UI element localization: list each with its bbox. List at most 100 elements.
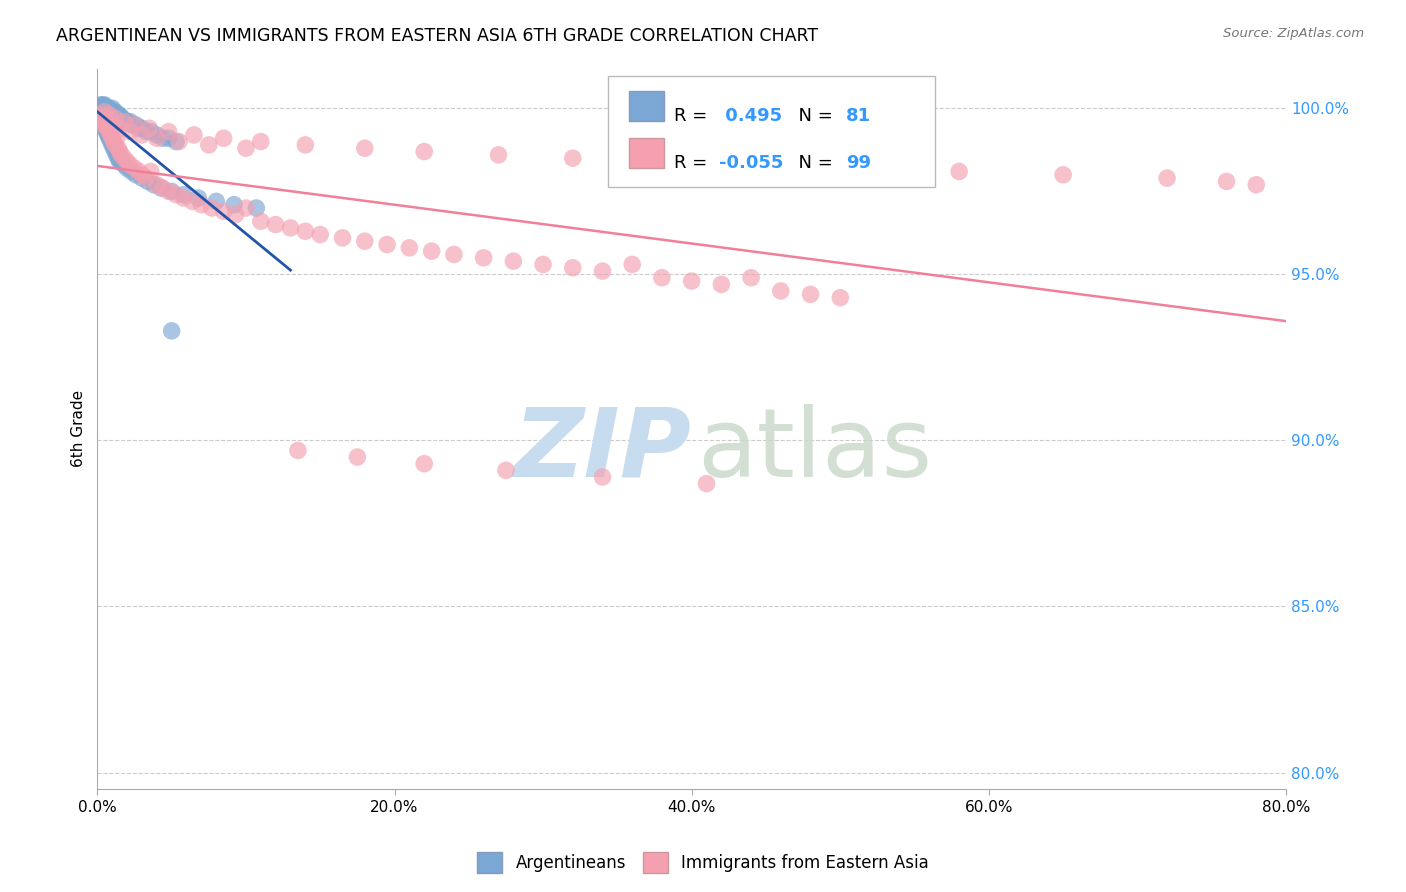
Point bbox=[118, 158, 141, 172]
Point bbox=[91, 101, 114, 115]
Point bbox=[1052, 168, 1074, 182]
Point bbox=[87, 108, 110, 122]
Point bbox=[146, 128, 169, 142]
Point bbox=[235, 141, 257, 155]
Point bbox=[124, 161, 146, 176]
Point bbox=[346, 450, 368, 464]
Point bbox=[100, 128, 122, 142]
Point bbox=[160, 324, 183, 338]
Point bbox=[101, 101, 124, 115]
Point bbox=[294, 224, 316, 238]
Point bbox=[105, 112, 128, 126]
Point bbox=[101, 137, 124, 152]
Point bbox=[160, 185, 183, 199]
Text: N =: N = bbox=[787, 107, 838, 126]
Point bbox=[353, 141, 375, 155]
Point bbox=[621, 257, 644, 271]
Point bbox=[197, 137, 219, 152]
Point bbox=[740, 270, 762, 285]
Point bbox=[225, 208, 247, 222]
Point bbox=[131, 128, 153, 142]
Point bbox=[131, 121, 153, 136]
Point bbox=[90, 104, 112, 119]
Point bbox=[165, 135, 187, 149]
Point bbox=[413, 457, 436, 471]
Point bbox=[94, 114, 117, 128]
Point bbox=[114, 114, 136, 128]
Point bbox=[131, 171, 153, 186]
Point bbox=[90, 101, 112, 115]
Point bbox=[94, 112, 117, 126]
Point bbox=[97, 104, 120, 119]
Point bbox=[249, 135, 271, 149]
Point bbox=[96, 108, 118, 122]
Point bbox=[90, 112, 112, 126]
Point bbox=[87, 104, 110, 119]
Point bbox=[157, 131, 180, 145]
Point bbox=[135, 171, 157, 186]
Point bbox=[135, 125, 157, 139]
Point bbox=[101, 131, 124, 145]
Point bbox=[472, 251, 495, 265]
Point bbox=[90, 114, 112, 128]
Point bbox=[97, 128, 120, 142]
Text: 0.495: 0.495 bbox=[718, 107, 782, 126]
Point bbox=[375, 237, 398, 252]
Text: N =: N = bbox=[787, 154, 838, 172]
Point bbox=[139, 125, 162, 139]
Point bbox=[108, 112, 131, 126]
Point bbox=[212, 204, 235, 219]
Point bbox=[108, 154, 131, 169]
Point bbox=[222, 197, 245, 211]
Text: 81: 81 bbox=[846, 107, 872, 126]
Point bbox=[100, 135, 122, 149]
Point bbox=[98, 101, 121, 115]
Point bbox=[96, 104, 118, 119]
Point bbox=[799, 287, 821, 301]
Point bbox=[695, 476, 717, 491]
Point bbox=[87, 108, 110, 122]
Point bbox=[502, 254, 524, 268]
Point bbox=[125, 168, 148, 182]
Point bbox=[948, 164, 970, 178]
Point bbox=[495, 463, 517, 477]
Text: 99: 99 bbox=[846, 154, 872, 172]
Point bbox=[264, 218, 287, 232]
Text: atlas: atlas bbox=[697, 404, 932, 497]
Point bbox=[91, 98, 114, 112]
Point bbox=[108, 108, 131, 122]
Point bbox=[651, 270, 673, 285]
Point bbox=[249, 214, 271, 228]
Point bbox=[443, 247, 465, 261]
Point bbox=[91, 104, 114, 119]
Point bbox=[1244, 178, 1267, 192]
Point bbox=[101, 108, 124, 122]
Point bbox=[107, 108, 129, 122]
Point bbox=[157, 125, 180, 139]
Point bbox=[91, 118, 114, 132]
Point bbox=[413, 145, 436, 159]
Point bbox=[139, 164, 162, 178]
Point bbox=[212, 131, 235, 145]
Point bbox=[121, 164, 143, 178]
Point bbox=[89, 98, 111, 112]
Point bbox=[112, 151, 135, 165]
Point bbox=[201, 201, 224, 215]
Point bbox=[101, 104, 124, 119]
Point bbox=[105, 148, 128, 162]
Point bbox=[150, 181, 173, 195]
Point bbox=[90, 114, 112, 128]
Point bbox=[131, 168, 153, 182]
Point bbox=[89, 101, 111, 115]
Y-axis label: 6th Grade: 6th Grade bbox=[72, 391, 86, 467]
FancyBboxPatch shape bbox=[609, 76, 935, 187]
Point bbox=[651, 154, 673, 169]
Point bbox=[115, 161, 138, 176]
Point bbox=[107, 141, 129, 155]
Point bbox=[128, 164, 150, 178]
Point bbox=[94, 104, 117, 119]
Point bbox=[235, 201, 257, 215]
Point bbox=[146, 131, 169, 145]
Point bbox=[108, 121, 131, 136]
Point bbox=[152, 131, 174, 145]
